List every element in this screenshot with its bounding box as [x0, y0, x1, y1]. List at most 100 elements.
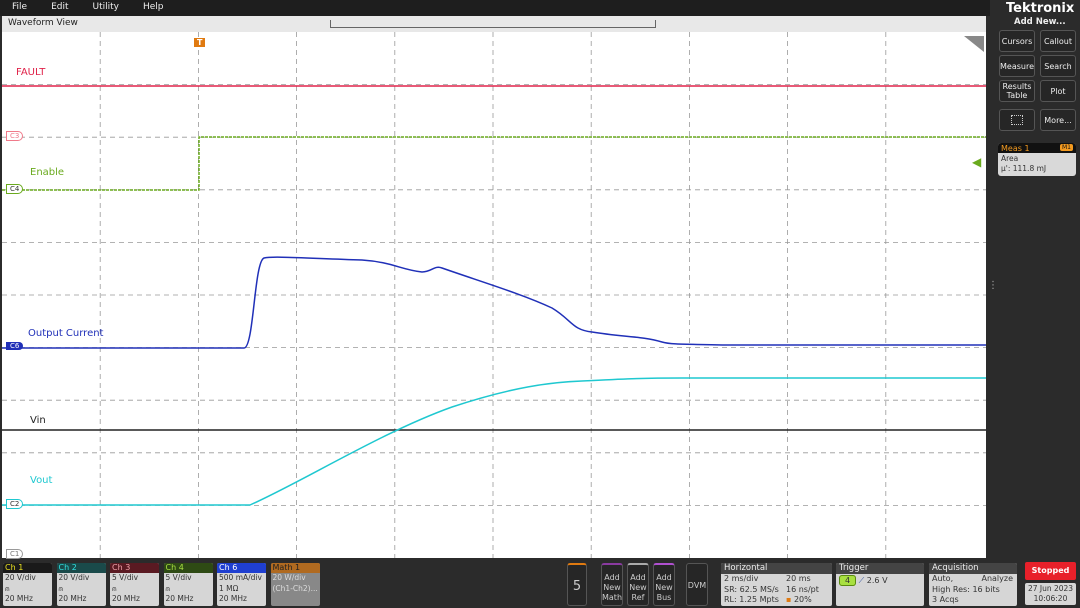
- vout-trace: [2, 377, 986, 506]
- channel-badge-ch-1[interactable]: Ch 1 20 V/div ⍝ 20 MHz: [3, 563, 52, 606]
- channel-badge-ch-6[interactable]: Ch 6 500 mA/div 1 MΩ 20 MHz: [217, 563, 266, 606]
- waveform-canvas: [2, 32, 986, 558]
- acq-resolution: High Res: 16 bits: [932, 584, 1000, 594]
- channel-bandwidth: 20 MHz: [112, 594, 140, 603]
- channel-coupling: ⍝: [165, 583, 171, 593]
- meas-type: Area: [1001, 154, 1019, 163]
- trigger-marker[interactable]: T: [194, 38, 206, 47]
- vin-label: Vin: [30, 415, 46, 426]
- c6-marker[interactable]: C6: [6, 342, 24, 350]
- tektronix-logo: Tektronix: [1006, 1, 1075, 16]
- channel-scale: 20 V/div: [5, 573, 36, 582]
- add-new-math-button[interactable]: Add New Math: [601, 563, 623, 606]
- acq-mode: Auto,: [932, 574, 954, 583]
- run-stop-status[interactable]: Stopped: [1025, 562, 1076, 580]
- channel-badge-ch-2[interactable]: Ch 2 20 V/div ⍝ 20 MHz: [56, 563, 106, 606]
- horizontal-position: 20 ms: [786, 574, 811, 583]
- trigger-pos-icon: ▪: [786, 595, 792, 604]
- acquisition-title: Acquisition: [929, 563, 1017, 574]
- channel-bandwidth: 20 MHz: [58, 594, 87, 603]
- channel-coupling: 1 MΩ: [219, 583, 239, 593]
- trigger-position-pct: 20%: [793, 595, 812, 604]
- channel-coupling: ⍝: [112, 583, 117, 593]
- menu-file[interactable]: File: [12, 2, 28, 12]
- enable-trace: [2, 136, 986, 191]
- c1-marker[interactable]: C1: [6, 549, 24, 559]
- search-button[interactable]: Search: [1040, 55, 1076, 77]
- acquisition-panel[interactable]: Acquisition Auto, Analyze High Res: 16 bi…: [929, 563, 1017, 606]
- settings-bar: Ch 1 20 V/div ⍝ 20 MHz Ch 2 20 V/div ⍝ 20…: [0, 560, 1080, 608]
- results-table-button[interactable]: Results Table: [999, 80, 1035, 102]
- plot-button[interactable]: Plot: [1040, 80, 1076, 102]
- waveform-plot[interactable]: FAULT Enable Output Current Vin Vout C3 …: [2, 32, 986, 559]
- c4-marker[interactable]: C4: [6, 184, 24, 194]
- channel-badge-math-1[interactable]: Math 1 20 W/div (Ch1-Ch2)...: [270, 563, 320, 606]
- channel-badge-ch-3[interactable]: Ch 3 5 V/div ⍝ 20 MHz: [110, 563, 159, 606]
- acq-analyze: Analyze: [981, 574, 1013, 583]
- trigger-source: 4: [839, 575, 857, 586]
- channel-name: Ch 2: [56, 563, 106, 573]
- vout-label: Vout: [30, 475, 53, 486]
- trigger-level-arrow-icon: ◀: [972, 155, 982, 169]
- menu-bar: File Edit Utility Help: [0, 0, 990, 16]
- add-new-bus-button[interactable]: Add New Bus: [653, 563, 675, 606]
- add-new-ref-button[interactable]: Add New Ref: [627, 563, 649, 606]
- time: 10:06:20: [1033, 594, 1068, 603]
- meas-value: μ': 111.8 mJ: [1001, 164, 1047, 173]
- rising-edge-icon: ⟋: [858, 576, 865, 585]
- menu-help[interactable]: Help: [142, 2, 164, 12]
- dvm-button[interactable]: DVM: [686, 563, 708, 606]
- menu-utility[interactable]: Utility: [92, 2, 119, 12]
- channel-bandwidth: 20 MHz: [5, 594, 33, 603]
- horizontal-scale: 2 ms/div: [724, 574, 759, 583]
- channel-coupling: (Ch1-Ch2)...: [272, 583, 318, 593]
- channel-bandwidth: 20 MHz: [219, 594, 247, 603]
- meas-badge: M1: [1060, 144, 1073, 151]
- enable-label: Enable: [30, 167, 65, 178]
- output-current-trace: [2, 256, 986, 349]
- acq-count: 3 Acqs: [932, 595, 959, 604]
- menu-edit[interactable]: Edit: [51, 2, 69, 12]
- sample-rate: SR: 62.5 MS/s: [724, 584, 779, 594]
- date: 27 Jun 2023: [1027, 584, 1074, 593]
- trigger-title: Trigger: [836, 563, 924, 574]
- trigger-panel[interactable]: Trigger 4 ⟋ 2.6 V: [836, 563, 924, 606]
- meas-title: Meas 1: [1001, 144, 1030, 153]
- more-button[interactable]: More...: [1040, 109, 1076, 131]
- channel-badge-ch-4[interactable]: Ch 4 5 V/div ⍝ 20 MHz: [163, 563, 213, 606]
- channel-name: Ch 3: [110, 563, 159, 573]
- horizontal-title: Horizontal: [721, 563, 832, 574]
- channel-scale: 5 V/div: [165, 573, 192, 582]
- channel-name: Ch 4: [163, 563, 213, 573]
- channel-name: Ch 1: [3, 563, 52, 573]
- cursors-button[interactable]: Cursors: [999, 30, 1035, 52]
- record-view-bar[interactable]: [330, 20, 656, 28]
- callout-button[interactable]: Callout: [1040, 30, 1076, 52]
- measure-button[interactable]: Measure: [999, 55, 1035, 77]
- trigger-level: 2.6 V: [866, 576, 888, 585]
- channel-coupling: ⍝: [5, 583, 10, 593]
- sidebar-resize-handle[interactable]: ⋮: [988, 280, 998, 291]
- zoom-box-icon: [1011, 115, 1023, 125]
- zoom-box-button[interactable]: [999, 109, 1035, 131]
- channel-name: Math 1: [270, 563, 320, 573]
- c3-marker[interactable]: C3: [6, 131, 24, 141]
- fault-label: FAULT: [16, 67, 46, 78]
- view-title: Waveform View: [8, 18, 78, 28]
- channel-bandwidth: 20 MHz: [165, 594, 194, 603]
- record-length: RL: 1.25 Mpts: [724, 595, 779, 604]
- c2-marker[interactable]: C2: [6, 499, 24, 509]
- add-new-heading: Add New...: [1014, 17, 1066, 27]
- channel-scale: 20 V/div: [58, 573, 90, 582]
- channel-scale: 500 mA/div: [219, 573, 262, 582]
- channel-coupling: ⍝: [58, 583, 64, 593]
- ns-per-pt: 16 ns/pt: [786, 584, 819, 594]
- channel-5-button[interactable]: 5: [567, 563, 587, 606]
- waveform-view-header: Waveform View: [2, 16, 986, 32]
- date-time: 27 Jun 2023 10:06:20: [1025, 583, 1076, 605]
- channel-scale: 20 W/div: [272, 573, 306, 582]
- measurement-badge[interactable]: Meas 1 M1 Area μ': 111.8 mJ: [998, 143, 1076, 176]
- output-current-label: Output Current: [28, 328, 104, 339]
- channel-name: Ch 6: [217, 563, 266, 573]
- horizontal-panel[interactable]: Horizontal 2 ms/div 20 ms SR: 62.5 MS/s 16…: [721, 563, 832, 606]
